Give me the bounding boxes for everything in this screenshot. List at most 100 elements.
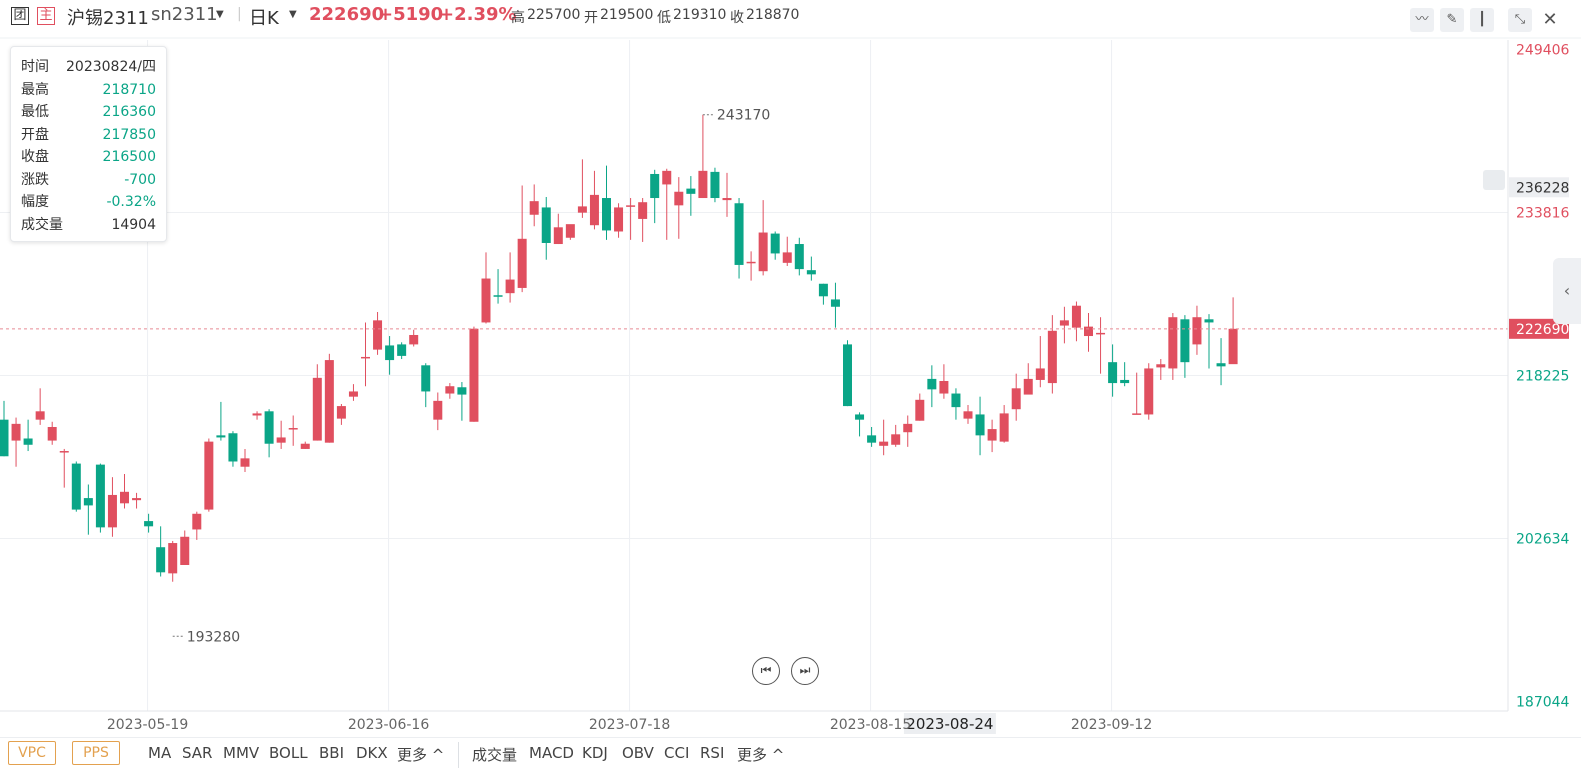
crosshair-price-tag [1509,177,1569,198]
collapse-icon[interactable]: ⤡ [1508,8,1532,32]
candle [397,344,407,356]
price-change: +5190 [378,4,444,25]
candle [240,458,250,467]
candle [95,464,105,528]
jump-start-icon[interactable]: ⏮ [752,657,780,685]
crosshair-date-tag [903,713,996,734]
candle [192,513,202,530]
candle [288,428,298,430]
crosshair-price-label: 236228 [1516,180,1569,196]
candle [1035,368,1045,380]
pps-tag[interactable]: PPS [72,741,120,765]
candle [867,435,877,443]
x-tick-label: 2023-05-19 [107,717,188,733]
side-panel-toggle-icon[interactable]: ‹ [1553,258,1581,324]
candle [493,295,503,297]
candle-series [0,114,1238,582]
candle [120,491,129,504]
candle [168,543,178,574]
indicator-mmv[interactable]: MMV [223,744,260,762]
low-value: 219310 [673,7,727,23]
candle [903,423,913,433]
candle [385,345,395,361]
main-more-button[interactable]: 更多 ^ [397,746,445,764]
tooltip-row: 涨跌 -700 [21,171,156,188]
candle [1132,413,1142,415]
candle [674,191,684,206]
close-icon[interactable]: ✕ [1542,9,1558,30]
close-label: 收 [730,10,744,26]
x-tick-label: 2023-06-16 [348,717,429,733]
candle [758,232,768,272]
candle [1084,326,1093,337]
candle [107,494,117,528]
alert-bell-icon[interactable] [1483,170,1505,190]
candle [794,244,804,270]
indicator-dkx[interactable]: DKX [356,744,388,762]
header-divider: | [237,6,242,22]
candle [252,413,262,416]
contract-dropdown-icon[interactable]: ▼ [216,9,224,20]
pen-icon[interactable]: ✎ [1440,8,1464,32]
candle [963,411,973,419]
contract-code[interactable]: sn2311 [151,4,218,25]
indicator-macd[interactable]: MACD [529,744,574,762]
candle [722,198,732,201]
open-value: 219500 [600,7,654,23]
indicator-obv[interactable]: OBV [622,744,654,762]
candle [180,536,190,565]
x-tick-label: 2023-09-12 [1071,717,1152,733]
candle [1023,378,1033,395]
close-value: 218870 [746,7,800,23]
high-label: 高 [511,10,525,26]
indicator-kdj[interactable]: KDJ [582,744,608,762]
ohlc-tooltip: 时间 20230824/四 最高 218710 最低 216360 开盘 217850 … [10,46,167,242]
candle [577,206,587,213]
candle [999,413,1009,442]
candle [975,414,985,436]
candle [638,202,648,219]
candle [312,377,322,441]
candle [23,438,33,445]
price-change-pct: +2.39% [439,4,517,25]
candle [565,224,575,238]
candle [216,435,226,438]
candle [855,414,865,420]
chart-header: 团 主 沪锡2311 sn2311 ▼ | 日K ▼ 222690 +5190 … [0,0,1581,36]
candle [770,233,780,254]
jump-end-icon[interactable]: ⏭ [791,657,819,685]
candle [1144,368,1154,415]
indicator-sar[interactable]: SAR [182,744,213,762]
candle [35,411,45,420]
indicator-volume[interactable]: 成交量 [472,746,518,764]
candle [529,201,539,215]
vpc-tag[interactable]: VPC [8,741,56,765]
indicator-ma[interactable]: MA [148,744,172,762]
tooltip-row: 幅度 -0.32% [21,194,156,210]
candle [734,203,744,265]
candle [144,521,154,527]
last-price: 222690 [309,4,385,25]
candle [782,252,792,263]
candle [806,270,816,275]
indicator-bbi[interactable]: BBI [319,744,345,762]
candle [1156,364,1166,368]
candle [879,441,889,446]
candle [457,387,467,395]
period-select[interactable]: 日K [249,8,279,29]
candle [927,378,937,390]
kline-chart[interactable]: 222690 236228 2023-08-24 193280 243170 24940… [0,0,1581,737]
candle [710,171,720,199]
candle [662,170,672,185]
candle [939,380,949,394]
candle [1180,319,1190,363]
indicator-rsi[interactable]: RSI [700,744,725,762]
sub-more-button[interactable]: 更多 ^ [737,746,785,764]
period-dropdown-icon[interactable]: ▼ [289,9,297,20]
indicator-cci[interactable]: CCI [664,744,690,762]
candle [433,400,443,420]
tooltip-row: 开盘 217850 [21,126,156,143]
line-tool-icon[interactable]: 〰 [1410,8,1434,32]
candle-style-icon[interactable]: ┃ [1470,8,1494,32]
indicator-boll[interactable]: BOLL [269,744,308,762]
